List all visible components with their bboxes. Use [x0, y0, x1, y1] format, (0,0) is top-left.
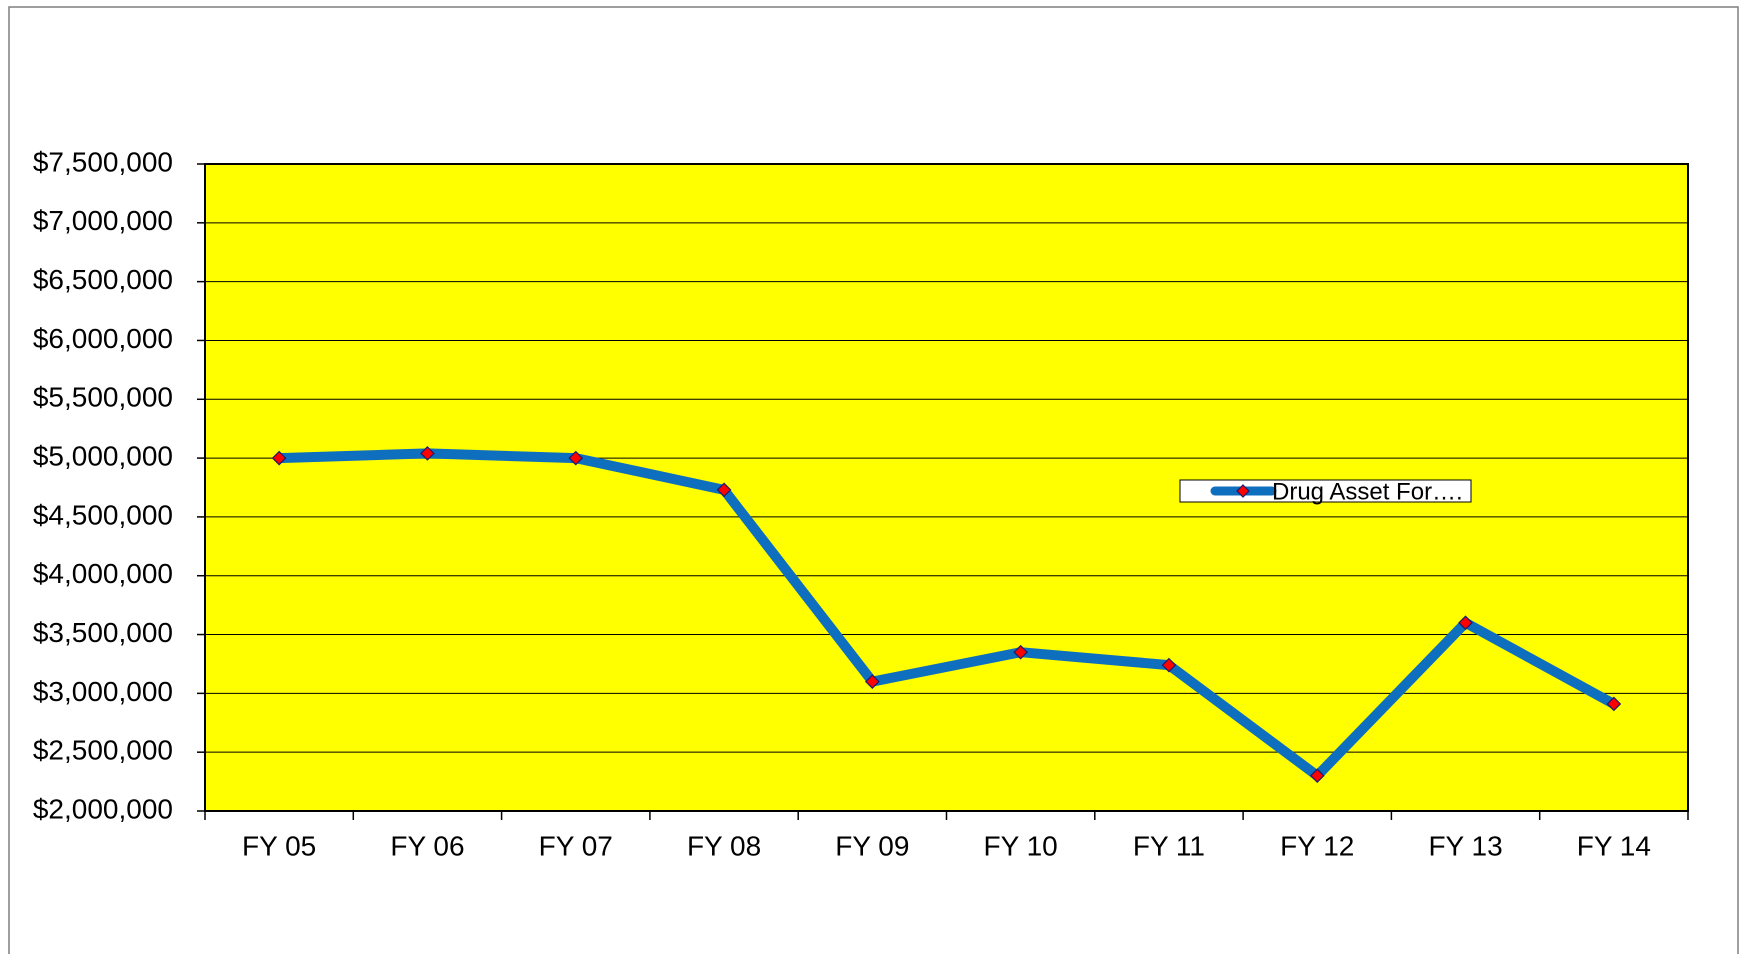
legend-label: Drug Asset For….: [1272, 478, 1463, 505]
y-tick-label: $2,000,000: [33, 793, 173, 824]
point-marker: [716, 482, 732, 498]
point-marker: [420, 446, 435, 461]
point-marker: [1458, 615, 1473, 631]
point-marker: [1161, 657, 1177, 673]
y-tick-label: $6,000,000: [33, 323, 173, 354]
y-tick-label: $5,500,000: [33, 382, 173, 413]
point-marker: [568, 450, 584, 466]
legend-box: [1179, 479, 1472, 503]
legend-marker: [1236, 484, 1250, 498]
point-marker: [1013, 644, 1028, 660]
x-tick-label: FY 13: [1428, 830, 1502, 861]
y-tick-label: $3,000,000: [33, 676, 173, 707]
x-tick-label: FY 11: [1133, 830, 1205, 861]
point-marker: [271, 450, 287, 466]
y-tick-label: $7,500,000: [33, 146, 173, 177]
y-tick-label: $4,500,000: [33, 499, 173, 530]
y-tick-label: $2,500,000: [33, 735, 173, 766]
x-tick-label: FY 09: [835, 830, 909, 861]
x-tick-label: FY 05: [242, 830, 316, 861]
x-tick-label: FY 10: [984, 830, 1058, 861]
x-tick-label: FY 06: [390, 830, 464, 861]
x-tick-label: FY 12: [1280, 830, 1354, 861]
point-marker: [865, 674, 880, 689]
x-tick-label: FY 14: [1577, 830, 1651, 861]
y-tick-label: $4,000,000: [33, 558, 173, 589]
y-tick-label: $7,000,000: [33, 205, 173, 236]
x-tick-label: FY 07: [539, 830, 613, 861]
point-marker: [1606, 696, 1622, 712]
x-tick-label: FY 08: [687, 830, 761, 861]
point-marker: [1309, 768, 1325, 784]
series-line: [274, 448, 1619, 781]
y-tick-label: $3,500,000: [33, 617, 173, 648]
y-tick-label: $6,500,000: [33, 264, 173, 295]
y-tick-label: $5,000,000: [33, 440, 173, 471]
